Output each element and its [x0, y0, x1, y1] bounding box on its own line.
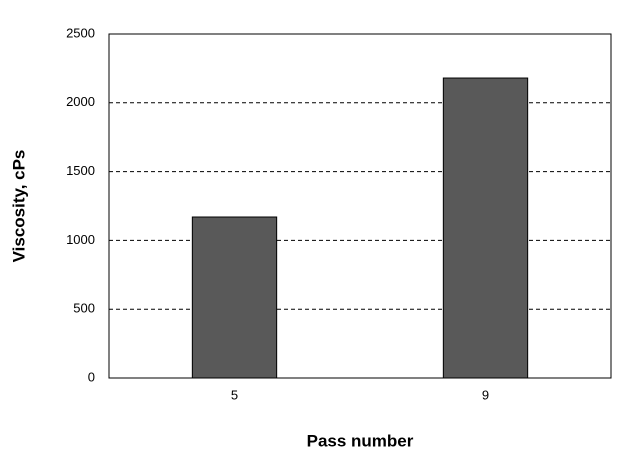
- bar: [442, 77, 529, 379]
- y-axis-title: Viscosity, cPs: [9, 150, 28, 263]
- y-tick-label: 1500: [66, 163, 95, 178]
- y-tick-label: 2500: [66, 25, 95, 40]
- x-axis-title: Pass number: [307, 431, 414, 450]
- x-tick-label: 5: [231, 387, 238, 402]
- y-tick-label: 2000: [66, 94, 95, 109]
- y-tick-label: 0: [88, 369, 95, 384]
- bar: [191, 216, 278, 379]
- plot-frame: [108, 33, 612, 379]
- y-tick-label: 1000: [66, 232, 95, 247]
- y-tick-label: 500: [73, 301, 95, 316]
- x-tick-label: 9: [482, 387, 489, 402]
